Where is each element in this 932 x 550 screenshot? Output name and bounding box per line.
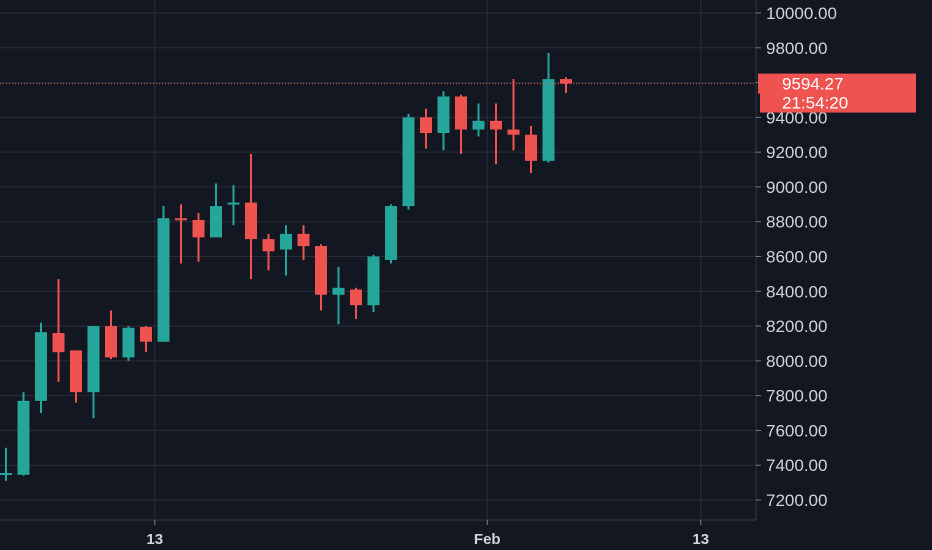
price-tick-label: 10000.00	[766, 4, 837, 23]
price-tick-label: 7600.00	[766, 421, 827, 440]
candle[interactable]	[192, 213, 205, 262]
candle-body	[507, 129, 520, 135]
candle[interactable]	[262, 233, 275, 271]
candle[interactable]	[542, 53, 555, 163]
price-axis[interactable]: 7200.00 7400.00 7600.00 7800.00 8000.00 8200.…	[756, 4, 837, 510]
price-tick-label: 7400.00	[766, 456, 827, 475]
candle-body	[315, 246, 327, 295]
last-price-badge-bg	[758, 73, 916, 94]
price-tick-label: 9000.00	[766, 178, 827, 197]
candle-body	[350, 289, 362, 306]
candle-body	[105, 326, 117, 358]
last-price-badge: 9594.27 21:54:20	[758, 73, 916, 113]
candle[interactable]	[280, 225, 292, 276]
countdown-badge-bg	[760, 92, 916, 113]
price-tick-label: 7200.00	[766, 491, 827, 510]
candles[interactable]	[0, 53, 572, 481]
candle-body	[280, 233, 292, 250]
candle[interactable]	[332, 266, 345, 325]
price-tick-label: 9200.00	[766, 143, 827, 162]
grid	[0, 0, 756, 520]
candle-body	[175, 218, 187, 221]
time-axis[interactable]: 13 Feb 13	[146, 520, 709, 548]
price-tick-label: 7800.00	[766, 387, 827, 406]
candle[interactable]	[525, 126, 537, 174]
candle-body	[367, 256, 380, 306]
candle-body	[35, 332, 47, 401]
time-tick-label: 13	[692, 531, 709, 548]
candle-body	[70, 350, 82, 393]
candle[interactable]	[70, 350, 82, 403]
candle[interactable]	[367, 254, 380, 313]
candle[interactable]	[0, 447, 12, 481]
price-tick-label: 8800.00	[766, 213, 827, 232]
candle[interactable]	[437, 91, 450, 151]
countdown-value: 21:54:20	[782, 94, 848, 113]
candle-body	[332, 287, 345, 295]
candle[interactable]	[315, 244, 327, 311]
candle-body	[227, 202, 240, 205]
candle[interactable]	[140, 326, 152, 353]
candle[interactable]	[227, 185, 240, 226]
candle[interactable]	[157, 206, 170, 342]
candle-body	[420, 117, 432, 134]
candle-body	[210, 206, 222, 238]
candle-body	[17, 400, 30, 475]
candle[interactable]	[350, 287, 362, 320]
price-tick-label: 9800.00	[766, 39, 827, 58]
candle[interactable]	[87, 326, 100, 419]
candle-body	[140, 326, 152, 342]
candle-body	[437, 96, 450, 134]
candle-body	[490, 120, 502, 130]
candle[interactable]	[52, 279, 65, 382]
candle[interactable]	[402, 113, 415, 210]
candle[interactable]	[17, 392, 30, 476]
candle[interactable]	[297, 225, 310, 260]
candle-body	[192, 219, 205, 238]
candle[interactable]	[507, 79, 520, 151]
candle-body	[122, 327, 135, 358]
time-tick-label: 13	[146, 531, 163, 548]
candle-body	[560, 79, 572, 84]
candle[interactable]	[560, 77, 572, 94]
candle[interactable]	[245, 153, 257, 280]
candle-body	[245, 202, 257, 240]
price-tick-label: 8600.00	[766, 248, 827, 267]
candle[interactable]	[175, 204, 187, 264]
candle[interactable]	[35, 322, 47, 414]
candle-body	[455, 96, 467, 130]
candle-body	[297, 233, 310, 247]
candle[interactable]	[490, 103, 502, 165]
candle[interactable]	[122, 326, 135, 361]
candle-body	[52, 333, 65, 353]
candle[interactable]	[385, 204, 397, 264]
candle-body	[525, 134, 537, 161]
price-tick-label: 8000.00	[766, 352, 827, 371]
candle-body	[262, 239, 275, 252]
candle[interactable]	[472, 103, 485, 137]
candle-body	[472, 120, 485, 130]
price-tick-label: 8400.00	[766, 282, 827, 301]
price-tick-label: 8200.00	[766, 317, 827, 336]
candle[interactable]	[455, 94, 467, 154]
price-tick-label: 9400.00	[766, 108, 827, 127]
candle-body	[157, 218, 170, 342]
candle-body	[385, 206, 397, 260]
candle-body	[402, 117, 415, 207]
last-price-value: 9594.27	[782, 75, 843, 94]
candle-body	[87, 326, 100, 393]
candle[interactable]	[210, 183, 222, 238]
candle[interactable]	[105, 310, 117, 360]
candle-body	[542, 79, 555, 161]
candle[interactable]	[420, 108, 432, 149]
time-tick-label: Feb	[474, 531, 501, 548]
candle-body	[0, 473, 12, 476]
